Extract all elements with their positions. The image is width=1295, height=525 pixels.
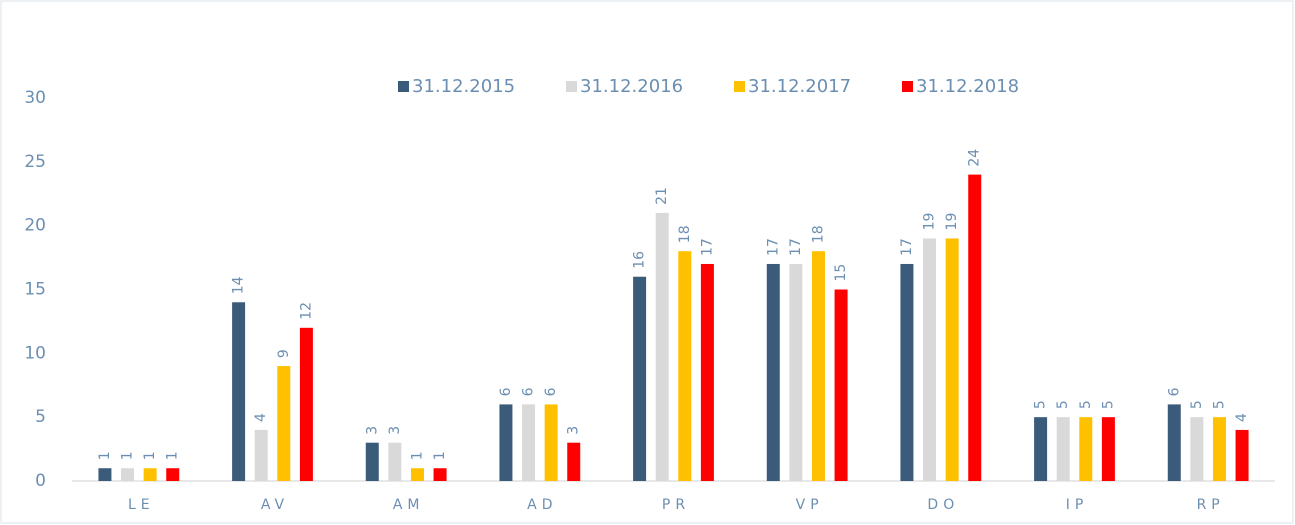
value-label: 9 bbox=[276, 349, 292, 358]
bar bbox=[232, 302, 246, 481]
value-label: 15 bbox=[833, 264, 849, 282]
x-tick-label: AV bbox=[261, 497, 289, 513]
y-tick-label: 20 bbox=[24, 216, 46, 236]
bar bbox=[1079, 417, 1093, 481]
value-label: 3 bbox=[364, 426, 380, 435]
bar bbox=[655, 212, 669, 481]
bar bbox=[567, 442, 581, 481]
value-label: 6 bbox=[498, 387, 514, 396]
bar bbox=[365, 442, 379, 481]
value-label: 1 bbox=[165, 451, 181, 460]
value-label: 6 bbox=[543, 387, 559, 396]
y-tick-label: 0 bbox=[35, 471, 46, 491]
value-label: 3 bbox=[566, 426, 582, 435]
x-tick-label: AM bbox=[393, 497, 425, 513]
bar bbox=[945, 238, 959, 481]
bar bbox=[811, 251, 825, 481]
bar bbox=[1235, 429, 1249, 481]
legend-swatch bbox=[734, 81, 745, 92]
bar bbox=[1034, 417, 1048, 481]
y-tick-label: 15 bbox=[24, 280, 46, 300]
bar bbox=[433, 468, 447, 481]
bar bbox=[1167, 404, 1181, 481]
value-label: 1 bbox=[120, 451, 136, 460]
bar bbox=[143, 468, 157, 481]
value-label: 5 bbox=[1055, 400, 1071, 409]
y-tick-label: 10 bbox=[24, 343, 46, 363]
value-label: 24 bbox=[967, 149, 983, 167]
bar bbox=[900, 263, 914, 481]
legend-label: 31.12.2018 bbox=[916, 76, 1019, 97]
value-label: 17 bbox=[765, 238, 781, 256]
value-label: 16 bbox=[632, 251, 648, 269]
value-label: 1 bbox=[409, 451, 425, 460]
x-tick-label: DO bbox=[927, 497, 959, 513]
value-label: 17 bbox=[699, 238, 715, 256]
bar bbox=[766, 263, 780, 481]
value-label: 5 bbox=[1189, 400, 1205, 409]
legend-label: 31.12.2016 bbox=[580, 76, 683, 97]
legend-label: 31.12.2015 bbox=[412, 76, 515, 97]
value-label: 19 bbox=[922, 213, 938, 231]
legend-swatch bbox=[902, 81, 913, 92]
x-tick-label: VP bbox=[796, 497, 824, 513]
legend-swatch bbox=[398, 81, 409, 92]
value-label: 19 bbox=[944, 213, 960, 231]
value-label: 4 bbox=[253, 413, 269, 422]
x-tick-label: AD bbox=[527, 497, 557, 513]
bar bbox=[789, 263, 803, 481]
y-tick-label: 5 bbox=[35, 407, 46, 427]
value-label: 12 bbox=[298, 302, 314, 320]
value-label: 4 bbox=[1234, 413, 1250, 422]
value-label: 17 bbox=[788, 238, 804, 256]
value-label: 1 bbox=[97, 451, 113, 460]
legend-swatch bbox=[566, 81, 577, 92]
x-tick-label: LE bbox=[128, 497, 155, 513]
bar bbox=[410, 468, 424, 481]
bar bbox=[968, 174, 982, 481]
bar bbox=[121, 468, 135, 481]
bar bbox=[700, 263, 714, 481]
value-label: 14 bbox=[231, 276, 247, 294]
bar bbox=[1212, 417, 1226, 481]
bar bbox=[299, 327, 313, 481]
value-label: 6 bbox=[1166, 387, 1182, 396]
value-label: 5 bbox=[1033, 400, 1049, 409]
legend-label: 31.12.2017 bbox=[748, 76, 851, 97]
bar bbox=[1056, 417, 1070, 481]
value-label: 5 bbox=[1100, 400, 1116, 409]
value-label: 18 bbox=[677, 225, 693, 243]
value-label: 3 bbox=[387, 426, 403, 435]
bar bbox=[1101, 417, 1115, 481]
bar bbox=[544, 404, 558, 481]
bar bbox=[923, 238, 937, 481]
bar bbox=[678, 251, 692, 481]
value-label: 17 bbox=[899, 238, 915, 256]
value-label: 5 bbox=[1078, 400, 1094, 409]
x-tick-label: RP bbox=[1197, 497, 1225, 513]
bar bbox=[633, 276, 647, 481]
bar bbox=[277, 366, 291, 481]
bar bbox=[499, 404, 513, 481]
bar bbox=[98, 468, 112, 481]
x-tick-label: IP bbox=[1066, 497, 1089, 513]
bar bbox=[834, 289, 848, 481]
value-label: 6 bbox=[521, 387, 537, 396]
x-tick-label: PR bbox=[662, 497, 690, 513]
value-label: 1 bbox=[142, 451, 158, 460]
bar bbox=[166, 468, 180, 481]
bar bbox=[1190, 417, 1204, 481]
y-tick-label: 25 bbox=[24, 152, 46, 172]
y-tick-label: 30 bbox=[24, 88, 46, 108]
bar bbox=[388, 442, 402, 481]
bar bbox=[522, 404, 536, 481]
value-label: 1 bbox=[432, 451, 448, 460]
bar bbox=[254, 429, 268, 481]
value-label: 21 bbox=[654, 187, 670, 205]
value-label: 18 bbox=[810, 225, 826, 243]
value-label: 5 bbox=[1211, 400, 1227, 409]
